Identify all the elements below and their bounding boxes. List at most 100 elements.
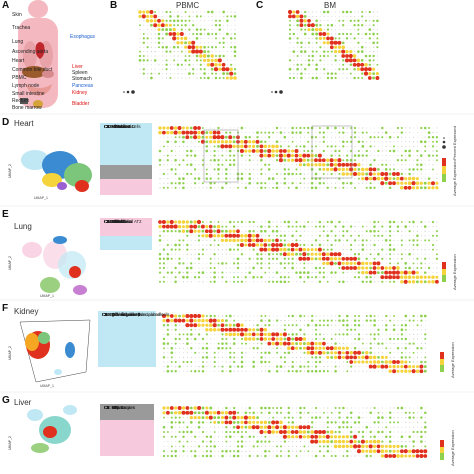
cluster-legend-item: C2: EC3 — [104, 124, 120, 129]
expression-dot — [364, 54, 368, 58]
expression-dot — [186, 182, 188, 184]
expression-dot — [280, 221, 282, 223]
expression-dot — [299, 145, 302, 148]
expression-dot — [276, 441, 278, 442]
expression-dot — [216, 224, 221, 229]
expression-dot — [163, 422, 165, 423]
expression-dot — [368, 28, 372, 31]
expression-dot — [419, 449, 424, 454]
expression-dot — [409, 263, 410, 264]
expression-dot — [307, 333, 309, 335]
expression-dot — [158, 126, 162, 130]
expression-dot — [218, 352, 220, 354]
expression-dot — [314, 429, 319, 435]
expression-dot — [295, 14, 300, 19]
expression-dot — [315, 230, 317, 232]
expression-dot — [307, 173, 309, 175]
expression-dot — [335, 450, 336, 452]
expression-dot — [319, 329, 321, 331]
expression-dot — [319, 426, 321, 428]
expression-dot — [163, 168, 165, 170]
expression-dot — [388, 444, 392, 449]
expression-dot — [306, 271, 310, 274]
expression-dot — [397, 239, 399, 241]
expression-dot — [197, 425, 201, 429]
expression-dot — [257, 169, 258, 170]
expression-dot — [192, 77, 194, 79]
expression-dot — [427, 131, 431, 134]
expression-dot — [343, 366, 344, 367]
expression-dot — [280, 267, 282, 269]
expression-dot — [177, 68, 179, 70]
expression-dot — [237, 407, 239, 409]
expression-dot — [189, 421, 193, 424]
cluster-legend-item: C14: B/Plasma — [104, 219, 132, 224]
expression-dot — [360, 167, 365, 172]
expression-dot — [283, 356, 286, 359]
expression-dot — [241, 267, 243, 269]
expression-dot — [416, 234, 419, 238]
expression-dot — [319, 59, 322, 62]
expression-dot — [334, 76, 337, 80]
expression-dot — [279, 262, 283, 265]
expression-dot — [314, 248, 318, 252]
expression-dot — [416, 141, 418, 143]
expression-dot — [373, 234, 376, 237]
expression-dot — [228, 238, 232, 242]
expression-dot — [193, 126, 198, 130]
expression-dot — [299, 131, 302, 134]
expression-dot — [256, 416, 259, 419]
expression-dot — [200, 130, 205, 135]
expression-dot — [158, 271, 162, 274]
expression-dot — [279, 276, 283, 279]
expression-dot — [412, 275, 415, 279]
expression-dot — [189, 266, 193, 270]
expression-dot — [342, 77, 344, 79]
expression-dot — [400, 275, 404, 279]
expression-dot — [298, 425, 303, 430]
expression-dot — [384, 176, 389, 181]
expression-dot — [314, 434, 319, 439]
size-legend-heart — [442, 137, 446, 149]
expression-dot — [372, 449, 377, 453]
expression-dot — [257, 230, 258, 232]
expression-dot — [413, 421, 415, 423]
expression-dot — [245, 249, 247, 250]
expression-dot — [300, 11, 302, 13]
expression-dot — [229, 441, 231, 443]
expression-dot — [370, 407, 372, 409]
expression-dot — [268, 257, 271, 260]
expression-dot — [232, 415, 237, 420]
expression-dot — [413, 226, 414, 228]
expression-dot — [240, 415, 244, 420]
expression-dot — [292, 407, 294, 409]
expression-dot — [190, 258, 192, 260]
expression-dot — [214, 249, 216, 251]
expression-dot — [176, 24, 180, 27]
expression-dot — [183, 36, 188, 41]
expression-dot — [157, 28, 161, 32]
expression-dot — [174, 314, 178, 318]
expression-dot — [335, 320, 337, 322]
organ-label: Small intestine — [12, 91, 45, 97]
expression-dot — [217, 249, 220, 251]
expression-dot — [303, 67, 307, 71]
expression-dot — [416, 226, 418, 228]
expression-dot — [194, 267, 196, 269]
expression-dot — [261, 324, 262, 326]
expression-dot — [245, 164, 247, 166]
expression-dot — [327, 267, 329, 269]
expression-dot — [364, 63, 368, 67]
expression-dot — [354, 455, 356, 457]
expression-dot — [212, 323, 217, 328]
expression-dot — [154, 73, 156, 75]
expression-dot — [233, 406, 236, 410]
expression-dot — [288, 240, 290, 241]
expression-dot — [308, 46, 310, 48]
expression-dot — [219, 73, 221, 75]
expression-dot — [211, 33, 214, 35]
expression-dot — [288, 445, 290, 447]
expression-dot — [213, 431, 216, 433]
expression-dot — [409, 333, 411, 335]
expression-dot — [380, 275, 385, 280]
